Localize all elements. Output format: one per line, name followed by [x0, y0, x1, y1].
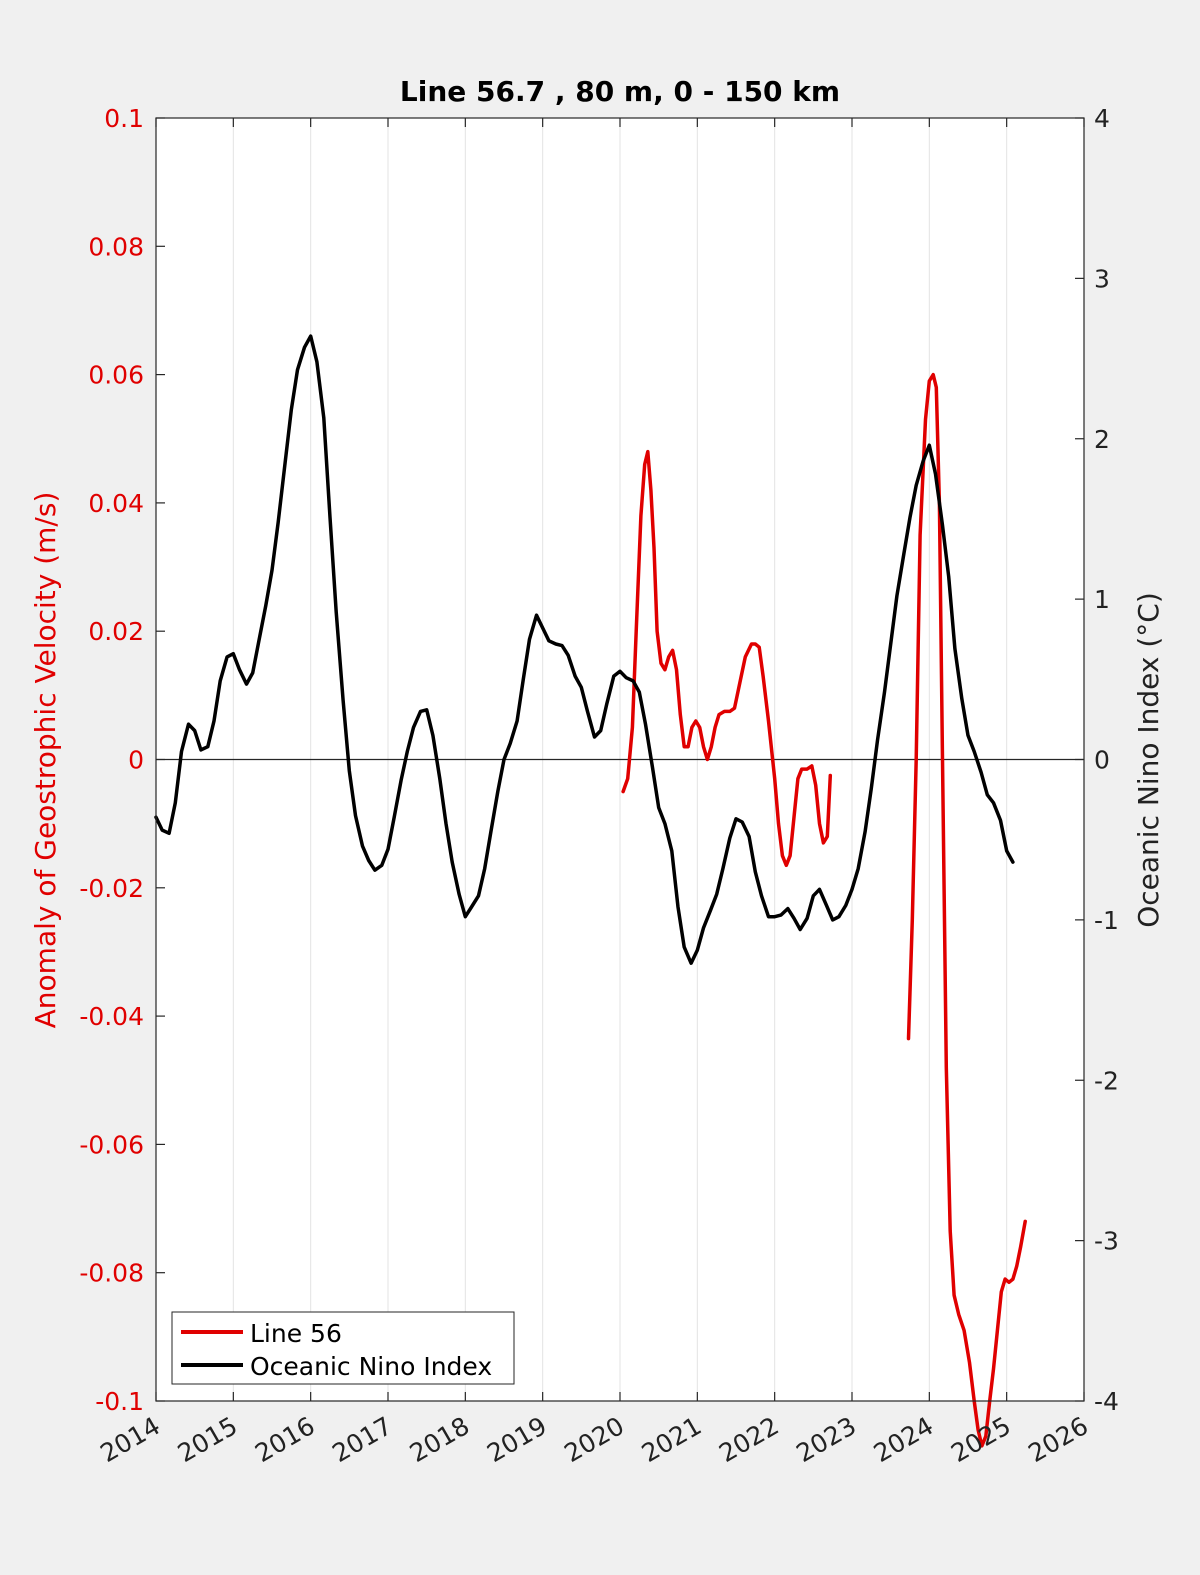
right-tick-label--4: -4: [1094, 1387, 1119, 1416]
x-tick-label-2022: 2022: [714, 1411, 784, 1468]
left-tick-label--0.02: -0.02: [79, 874, 144, 903]
legend: Line 56 Oceanic Nino Index: [171, 1311, 515, 1385]
left-tick-label-0.08: 0.08: [88, 232, 144, 261]
x-tick-label-2018: 2018: [405, 1411, 475, 1468]
right-tick-label-4: 4: [1094, 104, 1110, 133]
series-layer: [154, 334, 1027, 1448]
legend-label-oni: Oceanic Nino Index: [250, 1352, 492, 1381]
left-tick-label--0.04: -0.04: [79, 1002, 144, 1031]
right-y-axis: 4 3 2 1 0 -1 -2 -3 -4: [1075, 104, 1119, 1416]
x-tick-label-2016: 2016: [250, 1411, 320, 1468]
x-tick-label-2020: 2020: [559, 1411, 629, 1468]
series-oceanic-nino-index-line: [154, 334, 1015, 965]
x-tick-label-2014: 2014: [95, 1411, 165, 1468]
series-line56-segment-1: [621, 449, 833, 868]
right-tick-label-2: 2: [1094, 425, 1110, 454]
left-tick-label--0.1: -0.1: [95, 1387, 144, 1416]
left-tick-label--0.08: -0.08: [79, 1259, 144, 1288]
x-tick-label-2019: 2019: [482, 1411, 552, 1468]
left-tick-label-0.04: 0.04: [88, 489, 144, 518]
x-tick-label-2021: 2021: [637, 1411, 707, 1468]
x-tick-label-2017: 2017: [327, 1411, 397, 1468]
left-tick-label-0: 0: [128, 746, 144, 775]
right-tick-label-3: 3: [1094, 264, 1110, 293]
series-line56-segment-2: [906, 372, 1027, 1448]
x-tick-label-2024: 2024: [869, 1411, 939, 1468]
left-axis-label: Anomaly of Geostrophic Velocity (m/s): [29, 492, 62, 1029]
right-tick-label--3: -3: [1094, 1227, 1119, 1256]
right-tick-label--2: -2: [1094, 1066, 1119, 1095]
left-tick-label--0.06: -0.06: [79, 1130, 144, 1159]
legend-label-line56: Line 56: [250, 1319, 342, 1348]
x-tick-label-2026: 2026: [1023, 1411, 1093, 1468]
x-tick-label-2023: 2023: [791, 1411, 861, 1468]
x-tick-label-2015: 2015: [173, 1411, 243, 1468]
left-y-axis: 0.1 0.08 0.06 0.04 0.02 0 -0.02 -0.04 -0.06 -0.08…: [79, 104, 165, 1416]
right-tick-label-0: 0: [1094, 746, 1110, 775]
right-tick-label--1: -1: [1094, 906, 1119, 935]
left-tick-label-0.02: 0.02: [88, 617, 144, 646]
right-axis-label: Oceanic Nino Index (°C): [1132, 592, 1165, 928]
left-tick-label-0.1: 0.1: [104, 104, 144, 133]
x-tick-label-2025: 2025: [946, 1411, 1016, 1468]
left-tick-label-0.06: 0.06: [88, 361, 144, 390]
legend-box: [171, 1311, 515, 1385]
chart-title: Line 56.7 , 80 m, 0 - 150 km: [400, 75, 840, 108]
right-tick-label-1: 1: [1094, 585, 1110, 614]
